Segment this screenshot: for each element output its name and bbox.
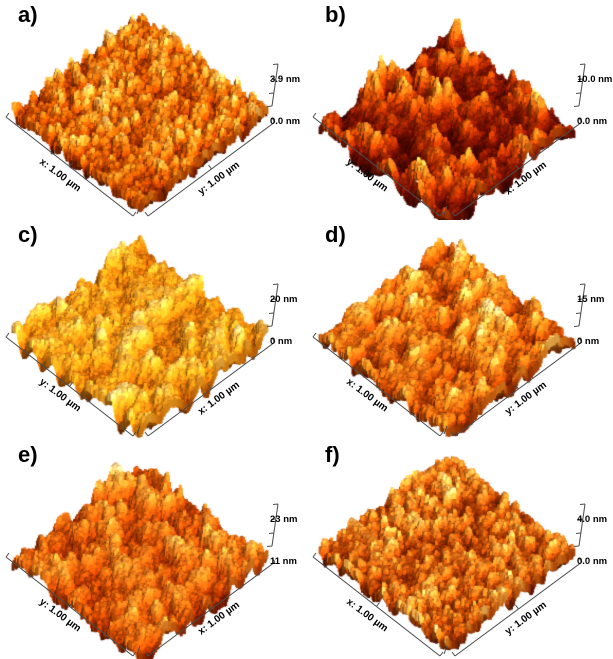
z-scale-min-label: 11 nm [270,556,297,567]
z-scale-max-label: 20 nm [270,294,298,305]
left-axis-line [312,552,444,657]
panel-a: a) x: 1.00 µm y: 1.00 µm 3.9 nm 0.0 nm [0,0,306,220]
panel-e: e) y: 1.00 µm x: 1.00 µm 23 nm 11 nm [0,440,306,659]
left-axis-line [5,332,137,437]
panel-letter: c) [18,222,38,247]
axes-overlay [312,283,586,437]
bottom-corner-tick [136,645,141,655]
afm-surface-canvas-f [307,440,613,659]
bottom-corner-tick [136,425,141,435]
left-axis-line [312,112,444,217]
panel-letter: b) [325,2,346,27]
panel-b: b) y: 1.00 µm x: 1.00 µm 10.0 nm 0.0 nm [307,0,613,220]
z-scale-max-label: 15 nm [577,294,605,305]
right-axis-line [144,557,276,657]
panel-letter: e) [18,442,38,467]
z-scale-min-label: 0.0 nm [577,556,608,567]
z-scale-min-label: 0.0 nm [270,116,301,127]
z-scale-bar [573,63,586,107]
right-axis-line [451,337,583,437]
axes-overlay [5,503,279,657]
afm-surface-canvas-b [307,0,613,220]
bottom-corner-tick [136,205,141,215]
left-axis-line [5,112,137,217]
axes-overlay [5,283,279,437]
axes-overlay [312,63,586,217]
right-axis-line [144,117,276,217]
panel-letter: d) [325,222,346,247]
panel-c: c) y: 1.00 µm x: 1.00 µm 20 nm 0 nm [0,220,306,440]
z-scale-bar [266,283,279,327]
z-scale-max-label: 10.0 nm [577,74,613,85]
bottom-corner-tick [443,205,448,215]
right-axis-line [451,117,583,217]
panel-f: f) x: 1.00 µm y: 1.00 µm 4.0 nm 0.0 nm [307,440,613,659]
z-scale-max-label: 3.9 nm [270,74,301,85]
z-scale-bar [266,503,279,547]
afm-surface-canvas-e [0,440,306,659]
right-axis-line [144,337,276,437]
left-axis-line [5,552,137,657]
afm-surface-canvas-d [307,220,613,440]
left-axis-line [312,332,444,437]
z-scale-bar [573,503,586,547]
panel-letter: f) [325,442,340,467]
right-axis-line [451,557,583,657]
bottom-corner-tick [443,425,448,435]
z-scale-bar [266,63,279,107]
z-scale-max-label: 23 nm [270,514,298,525]
axes-overlay [312,503,586,657]
z-scale-min-label: 0 nm [577,336,600,347]
z-scale-min-label: 0 nm [270,336,293,347]
bottom-corner-tick [443,645,448,655]
afm-surface-canvas-a [0,0,306,220]
z-scale-max-label: 4.0 nm [577,514,608,525]
axes-overlay [5,63,279,217]
panel-letter: a) [18,2,38,27]
z-scale-min-label: 0.0 nm [577,116,608,127]
z-scale-bar [573,283,586,327]
afm-surface-canvas-c [0,220,306,440]
panel-d: d) x: 1.00 µm y: 1.00 µm 15 nm 0 nm [307,220,613,440]
